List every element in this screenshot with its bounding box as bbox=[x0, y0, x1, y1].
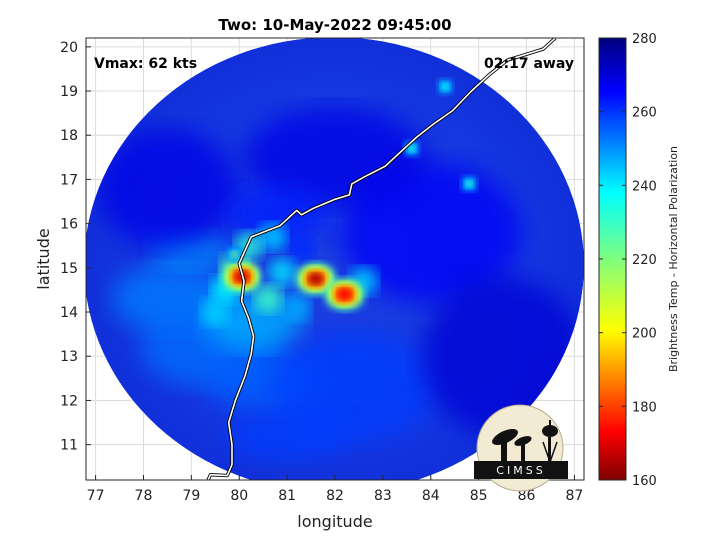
colorbar-tick-label: 160 bbox=[632, 474, 657, 489]
x-tick-label: 86 bbox=[518, 488, 536, 504]
x-tick-label: 85 bbox=[470, 488, 488, 504]
y-tick-label: 15 bbox=[60, 261, 78, 277]
rainband-cell bbox=[268, 258, 297, 287]
x-tick-label: 77 bbox=[87, 488, 105, 504]
x-tick-label: 79 bbox=[182, 488, 200, 504]
rainband-cell bbox=[287, 236, 316, 265]
y-tick-label: 16 bbox=[60, 217, 78, 233]
rainband-cell bbox=[282, 293, 311, 322]
y-tick-label: 14 bbox=[60, 305, 78, 321]
convective-feature bbox=[461, 175, 478, 192]
y-axis-label: latitude bbox=[34, 228, 53, 289]
tb-patch bbox=[245, 107, 425, 208]
convective-feature bbox=[226, 246, 243, 263]
colorbar: 160 180 200 220 240 260 280 Brightness Temp - … bbox=[598, 32, 680, 489]
x-tick-label: 87 bbox=[566, 488, 584, 504]
tb-patch bbox=[227, 184, 328, 245]
convective-feature bbox=[295, 262, 336, 295]
convective-feature bbox=[324, 278, 365, 311]
colorbar-tick-label: 220 bbox=[632, 253, 657, 268]
colorbar-tick-label: 180 bbox=[632, 400, 657, 415]
y-tick-label: 20 bbox=[60, 40, 78, 56]
colorbar-ticks: 160 180 200 220 240 260 280 bbox=[599, 32, 657, 489]
x-axis: 77 78 79 80 81 82 83 84 85 86 87 bbox=[87, 475, 584, 504]
y-tick-label: 19 bbox=[60, 84, 78, 100]
x-axis-label: longitude bbox=[297, 512, 372, 531]
time-away-annotation: 02:17 away bbox=[484, 56, 574, 72]
y-tick-label: 11 bbox=[60, 438, 78, 454]
x-tick-label: 78 bbox=[135, 488, 153, 504]
rainband-cell bbox=[253, 284, 282, 313]
y-tick-label: 12 bbox=[60, 393, 78, 409]
x-tick-label: 81 bbox=[278, 488, 296, 504]
colorbar-tick-label: 280 bbox=[632, 32, 657, 47]
colorbar-tick-label: 260 bbox=[632, 106, 657, 121]
vmax-annotation: Vmax: 62 kts bbox=[94, 56, 197, 72]
x-tick-label: 82 bbox=[326, 488, 344, 504]
logo-text: CIMSS bbox=[496, 464, 545, 477]
rainband-cell bbox=[201, 298, 230, 327]
x-tick-label: 80 bbox=[230, 488, 248, 504]
coastline bbox=[207, 38, 556, 480]
cimss-logo: CIMSS bbox=[474, 404, 568, 492]
y-tick-label: 17 bbox=[60, 172, 78, 188]
convection-features bbox=[221, 78, 478, 311]
y-axis: 11 12 13 14 15 16 17 18 19 20 bbox=[60, 40, 91, 454]
x-tick-label: 83 bbox=[374, 488, 392, 504]
chart-title: Two: 10-May-2022 09:45:00 bbox=[218, 16, 451, 34]
colorbar-gradient bbox=[598, 37, 627, 481]
colorbar-tick-label: 240 bbox=[632, 179, 657, 194]
y-tick-label: 18 bbox=[60, 128, 78, 144]
colorbar-tick-label: 200 bbox=[632, 327, 657, 342]
tb-patch bbox=[227, 410, 348, 461]
tb-patch bbox=[97, 128, 238, 249]
x-tick-label: 84 bbox=[422, 488, 440, 504]
y-tick-label: 13 bbox=[60, 349, 78, 365]
colorbar-label: Brightness Temp - Horizontal Polarizatio… bbox=[667, 146, 680, 372]
convective-feature bbox=[437, 78, 454, 95]
